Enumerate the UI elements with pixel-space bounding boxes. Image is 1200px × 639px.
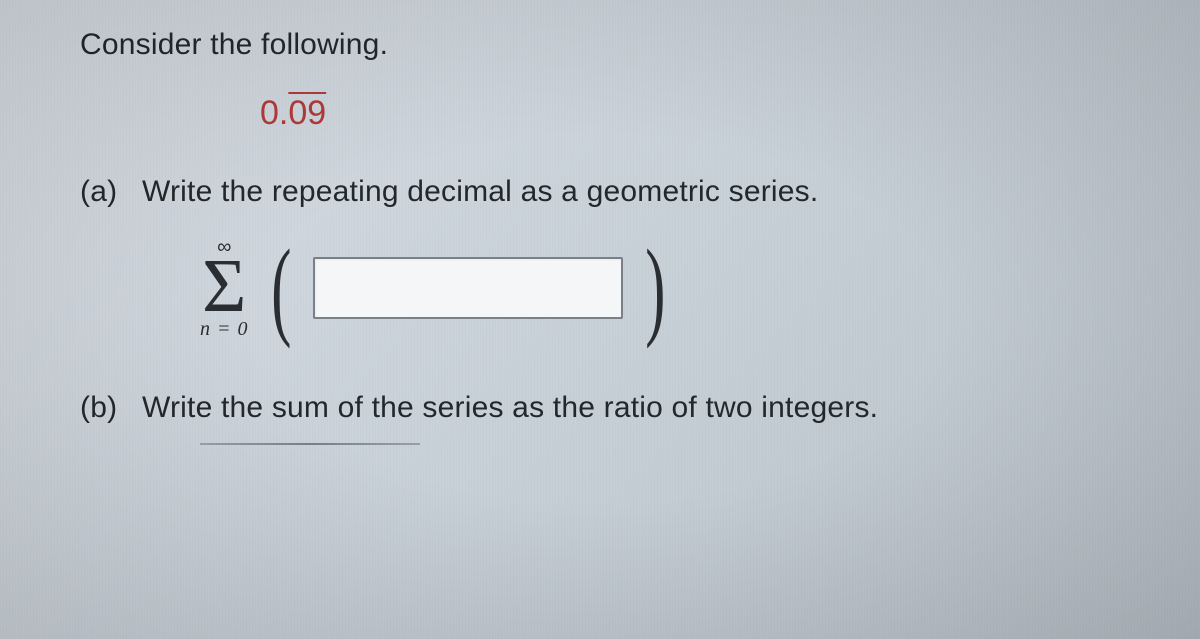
part-a-label: (a) xyxy=(80,175,124,209)
part-b-line: (b) Write the sum of the series as the r… xyxy=(80,391,1120,425)
decimal-prefix: 0. xyxy=(260,94,288,133)
left-paren: ( xyxy=(271,247,291,330)
sigma-block: ∞ Σ n = 0 xyxy=(200,237,249,339)
decimal-repeating: 09 xyxy=(288,94,326,133)
part-b: (b) Write the sum of the series as the r… xyxy=(80,391,1120,445)
part-a: (a) Write the repeating decimal as a geo… xyxy=(80,175,1120,339)
series-answer-input[interactable] xyxy=(313,257,623,319)
part-a-line: (a) Write the repeating decimal as a geo… xyxy=(80,175,1120,209)
right-paren: ) xyxy=(645,247,665,330)
sigma-symbol: Σ xyxy=(202,255,246,317)
intro-text: Consider the following. xyxy=(80,28,1120,62)
sigma-lower-limit: n = 0 xyxy=(200,319,249,339)
decimal-value: 0.09 xyxy=(260,94,326,133)
series-expression: ∞ Σ n = 0 ( ) xyxy=(200,237,1120,339)
part-b-answer-line xyxy=(200,443,420,445)
part-b-text: Write the sum of the series as the ratio… xyxy=(142,391,878,425)
part-b-label: (b) xyxy=(80,391,124,425)
part-a-text: Write the repeating decimal as a geometr… xyxy=(142,175,818,209)
